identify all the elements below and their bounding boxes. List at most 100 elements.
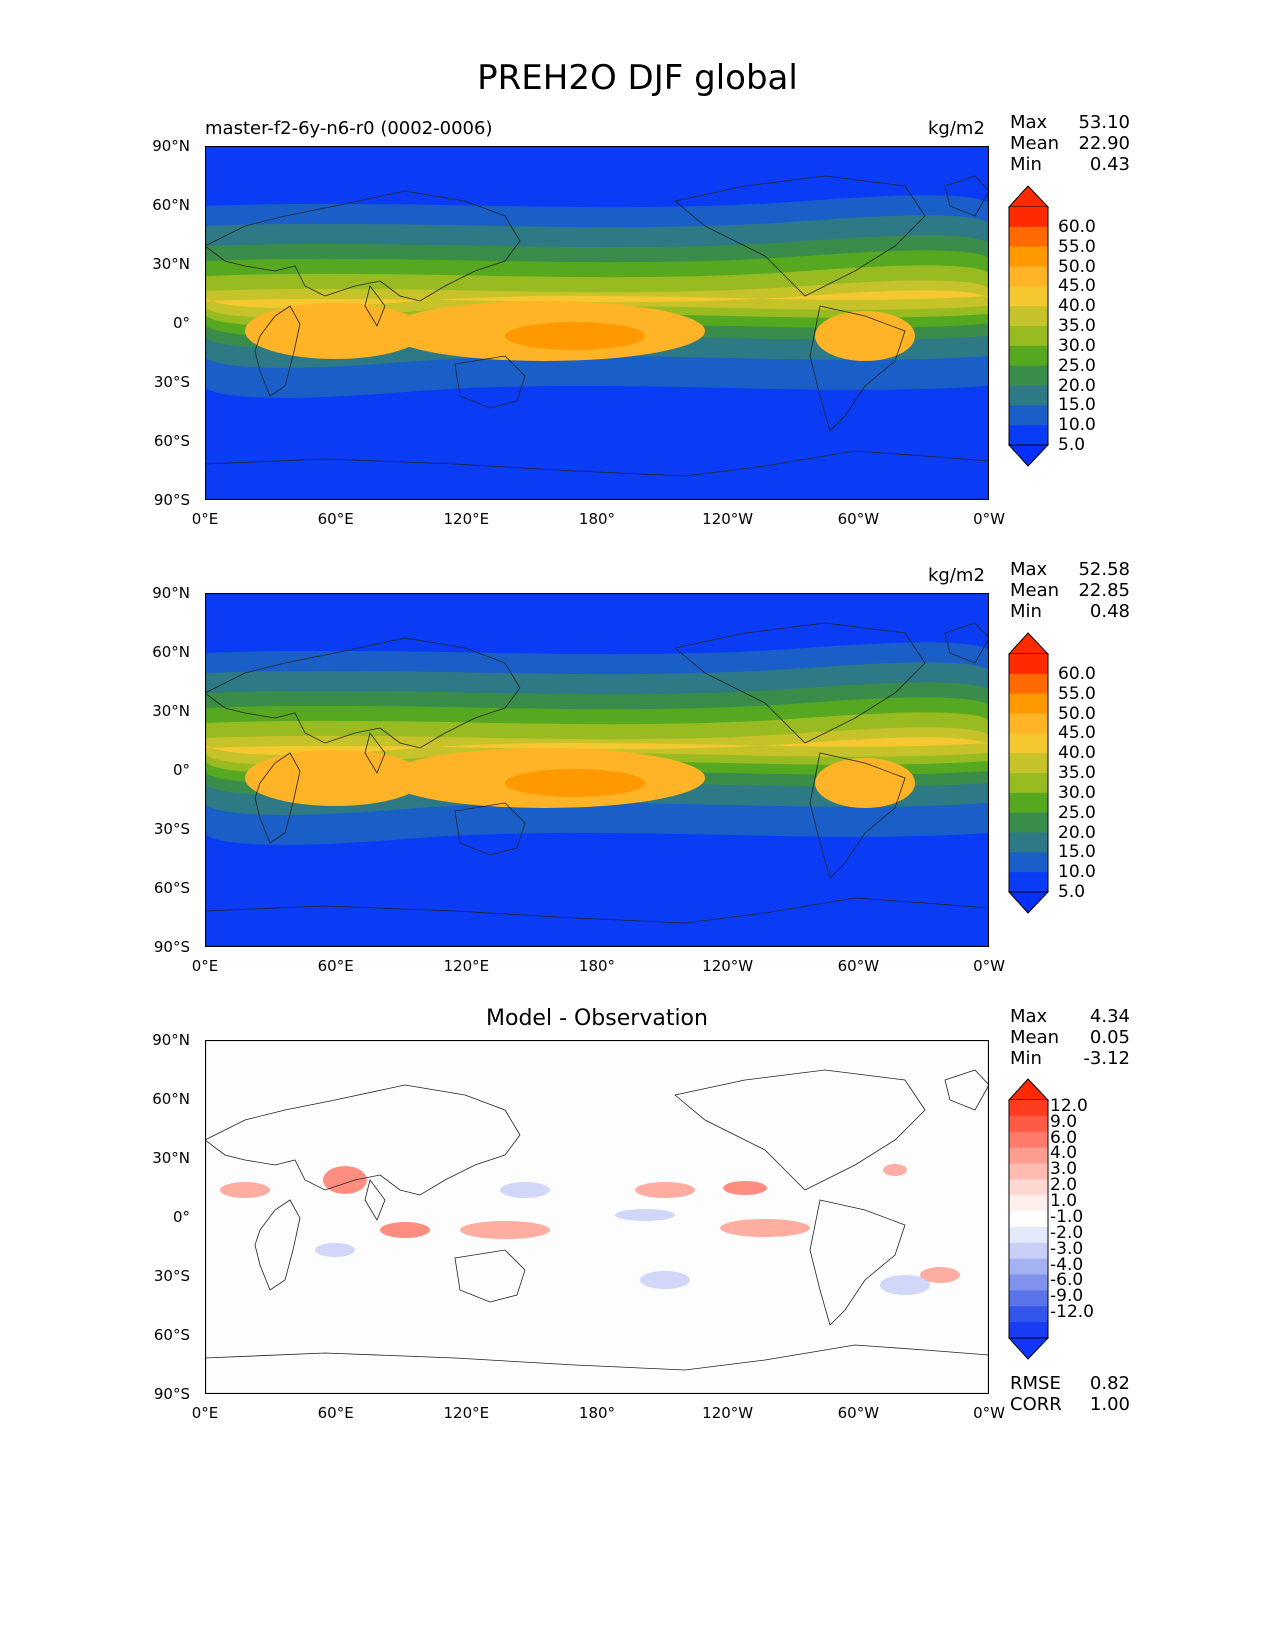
panel-1-map — [205, 146, 989, 500]
panel-3-mean-label: Mean — [1010, 1027, 1060, 1048]
colorbar-tick-label: 12.0 — [1050, 1095, 1088, 1116]
colorbar-swatch — [1009, 246, 1048, 267]
coastline-8 — [944, 622, 989, 664]
colorbar-under-arrow — [1008, 1337, 1050, 1360]
panel-3-map — [205, 1040, 989, 1394]
colorbar-tick-label: -4.0 — [1050, 1254, 1084, 1275]
anomaly-blob-3 — [380, 1222, 430, 1238]
colorbar-swatch — [1009, 1274, 1048, 1291]
colorbar-swatch — [1009, 1115, 1048, 1133]
colorbar-tick-label: 10.0 — [1058, 862, 1096, 883]
y-tick-label: 60°S — [153, 879, 190, 897]
y-tick-label: 0° — [172, 314, 190, 332]
colorbar-swatch — [1009, 693, 1048, 714]
y-tick-label: 30°S — [153, 820, 190, 838]
colorbar-tick-label: 5.0 — [1058, 435, 1086, 455]
colorbar-swatch — [1009, 1131, 1048, 1149]
panel-2-max-label: Max — [1010, 559, 1048, 580]
y-tick-label: 30°N — [152, 702, 190, 720]
panel-1-min-value: 0.43 — [1089, 154, 1130, 175]
y-tick-label: 60°N — [152, 1090, 190, 1108]
y-tick-label: 90°N — [152, 137, 190, 155]
anomaly-blob-8 — [920, 1267, 960, 1283]
colorbar-tick-label: 4.0 — [1050, 1143, 1078, 1164]
colorbar-swatch — [1009, 872, 1048, 893]
anomaly-blob-2 — [220, 1182, 270, 1198]
y-tick-label: 30°N — [152, 255, 190, 273]
coastline-7 — [205, 1344, 989, 1394]
panel-3-corr-label: CORR — [1010, 1394, 1062, 1415]
y-tick-label: 90°S — [153, 491, 190, 509]
coastline-7 — [205, 450, 989, 500]
panel-2-min-label: Min — [1010, 601, 1042, 622]
coastline-5 — [674, 622, 926, 744]
colorbar-tick-label: 20.0 — [1058, 375, 1096, 396]
colorbar-swatch — [1009, 1242, 1048, 1260]
amazon-maximum — [815, 311, 915, 361]
colorbar-swatch — [1009, 1195, 1048, 1212]
x-tick-label: 180° — [578, 1404, 616, 1422]
colorbar-over-arrow — [1008, 632, 1050, 655]
figure-title: PREH2O DJF global — [477, 58, 798, 98]
y-tick-label: 30°N — [152, 1149, 190, 1167]
panel-1-min-label: Min — [1010, 154, 1042, 175]
colorbar-tick-label: 25.0 — [1058, 355, 1096, 376]
panel-2-mean-label: Mean — [1010, 580, 1060, 601]
x-tick-label: 0°W — [973, 957, 1005, 975]
y-tick-label: 60°N — [152, 643, 190, 661]
colorbar-swatch — [1009, 226, 1048, 248]
contour-band-7 — [205, 290, 989, 308]
x-tick-label: 60°E — [317, 1404, 354, 1422]
panel-1-units: kg/m2 — [928, 118, 985, 139]
coastline-5 — [674, 1069, 926, 1191]
panel-1-mean-value: 22.90 — [1078, 133, 1130, 154]
colorbar-tick-label: 35.0 — [1058, 316, 1096, 336]
colorbar-swatch — [1009, 1290, 1048, 1307]
coastline-4 — [454, 355, 526, 409]
coastline-5 — [674, 175, 926, 297]
colorbar-tick-label: 55.0 — [1058, 683, 1096, 704]
y-tick-label: 30°S — [153, 1267, 190, 1285]
panel-1-colorbar — [1008, 185, 1050, 467]
colorbar-swatch — [1009, 405, 1048, 426]
colorbar-swatch — [1009, 773, 1048, 794]
x-tick-label: 60°W — [837, 957, 880, 975]
coastline-7 — [205, 897, 989, 947]
anomaly-blob-11 — [640, 1271, 690, 1289]
x-tick-label: 60°E — [317, 957, 354, 975]
colorbar-swatch — [1009, 425, 1048, 446]
colorbar-swatch — [1009, 207, 1048, 228]
coastline-1 — [254, 752, 301, 844]
panel-3-max-value: 4.34 — [1089, 1006, 1130, 1027]
panel-3-max-label: Max — [1010, 1006, 1048, 1027]
colorbar-tick-label: 20.0 — [1058, 822, 1096, 843]
panel-3-min-label: Min — [1010, 1048, 1042, 1069]
colorbar-tick-label: 50.0 — [1058, 256, 1096, 277]
colorbar-swatch — [1009, 812, 1048, 833]
y-tick-label: 90°N — [152, 584, 190, 602]
y-tick-label: 30°S — [153, 373, 190, 391]
colorbar-swatch — [1009, 1211, 1048, 1228]
colorbar-swatch — [1009, 654, 1048, 675]
coastline-3 — [364, 285, 386, 327]
colorbar-tick-label: 30.0 — [1058, 782, 1096, 803]
indian-ocean-maximum — [245, 303, 425, 359]
colorbar-tick-label: -6.0 — [1050, 1270, 1084, 1291]
colorbar-tick-label: 9.0 — [1050, 1111, 1078, 1132]
colorbar-swatch — [1009, 792, 1048, 814]
panel-2-max-value: 52.58 — [1078, 559, 1130, 580]
anomaly-blob-9 — [883, 1164, 907, 1176]
coastline-6 — [809, 1199, 906, 1326]
colorbar-swatch — [1009, 1100, 1048, 1117]
warm-pool-core — [505, 769, 645, 797]
colorbar-swatch — [1009, 852, 1048, 873]
colorbar-swatch — [1009, 1163, 1048, 1180]
y-tick-label: 60°S — [153, 1326, 190, 1344]
colorbar-tick-label: 45.0 — [1058, 276, 1096, 297]
x-tick-label: 60°W — [837, 1404, 880, 1422]
coastline-6 — [809, 305, 906, 432]
coastline-4 — [454, 802, 526, 856]
colorbar-tick-label: -9.0 — [1050, 1286, 1084, 1307]
panel-1-max-value: 53.10 — [1078, 112, 1130, 133]
colorbar-tick-label: 40.0 — [1058, 743, 1096, 764]
